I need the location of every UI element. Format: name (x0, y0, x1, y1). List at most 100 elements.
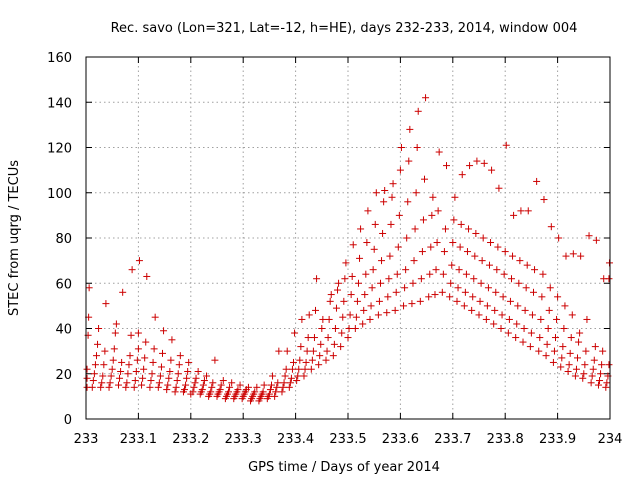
data-point (546, 284, 554, 292)
data-point (381, 186, 389, 194)
data-point (588, 372, 596, 380)
data-point (149, 358, 157, 366)
data-point (473, 157, 481, 165)
data-point (309, 347, 317, 355)
data-point (164, 381, 172, 389)
data-point (484, 284, 492, 292)
data-point (342, 259, 350, 267)
data-point (363, 239, 371, 247)
data-point (597, 370, 605, 378)
data-point (378, 257, 386, 265)
data-point (527, 329, 535, 337)
data-point (366, 315, 374, 323)
data-point (266, 386, 274, 394)
data-point (579, 374, 587, 382)
data-point (151, 313, 159, 321)
data-point (364, 207, 372, 215)
data-point (199, 381, 207, 389)
data-point (510, 211, 518, 219)
y-tick-label: 140 (47, 96, 72, 111)
data-point (495, 184, 503, 192)
data-point (341, 275, 349, 283)
data-point (441, 225, 449, 233)
data-point (472, 229, 480, 237)
data-point (348, 272, 356, 280)
data-point (296, 356, 304, 364)
data-point (269, 372, 277, 380)
data-point (361, 291, 369, 299)
data-point (545, 306, 553, 314)
data-point (589, 365, 597, 373)
data-point (175, 361, 183, 369)
data-point (533, 177, 541, 185)
data-point (283, 347, 291, 355)
data-point (428, 211, 436, 219)
data-point (376, 279, 384, 287)
data-point (591, 343, 599, 351)
data-point (396, 166, 404, 174)
data-point (185, 358, 193, 366)
data-point (590, 356, 598, 364)
y-tick-label: 120 (47, 142, 72, 157)
data-point (327, 291, 335, 299)
data-point (454, 284, 462, 292)
data-point (332, 304, 340, 312)
data-point (317, 340, 325, 348)
data-point (410, 257, 418, 265)
data-point (271, 392, 279, 400)
data-point (98, 379, 106, 387)
data-point (132, 367, 140, 375)
data-point (536, 334, 544, 342)
data-point (278, 388, 286, 396)
data-point (335, 279, 343, 287)
data-point (303, 347, 311, 355)
data-point (156, 372, 164, 380)
data-point (405, 157, 413, 165)
data-point (470, 275, 478, 283)
data-point (439, 270, 447, 278)
data-point (577, 252, 585, 260)
data-point (550, 347, 558, 355)
data-point (99, 372, 107, 380)
data-point (492, 288, 500, 296)
data-point (282, 365, 290, 373)
data-point (360, 306, 368, 314)
data-point (357, 225, 365, 233)
data-point (251, 388, 259, 396)
data-point (139, 374, 147, 382)
data-point (401, 284, 409, 292)
data-point (403, 234, 411, 242)
data-point (500, 270, 508, 278)
data-point (487, 239, 495, 247)
data-point (516, 257, 524, 265)
data-point (575, 338, 583, 346)
data-point (412, 189, 420, 197)
y-tick-label: 160 (47, 51, 72, 66)
data-point (83, 374, 91, 382)
data-point (576, 329, 584, 337)
data-point (267, 381, 275, 389)
data-point (375, 297, 383, 305)
data-point (507, 275, 515, 283)
data-point (557, 363, 565, 371)
data-point (466, 162, 474, 170)
data-point (143, 272, 151, 280)
data-point (526, 343, 534, 351)
data-point (126, 352, 134, 360)
data-point (92, 352, 100, 360)
data-point (552, 334, 560, 342)
data-point (351, 325, 359, 332)
data-point (324, 334, 332, 342)
data-point (491, 306, 499, 314)
data-point (468, 306, 476, 314)
data-point (344, 334, 352, 342)
data-point (561, 302, 569, 310)
data-point (371, 220, 379, 228)
data-point (318, 325, 326, 332)
data-point (95, 325, 103, 332)
data-point (421, 175, 429, 183)
data-point (384, 293, 392, 301)
data-point (330, 340, 338, 348)
data-point (482, 315, 490, 323)
